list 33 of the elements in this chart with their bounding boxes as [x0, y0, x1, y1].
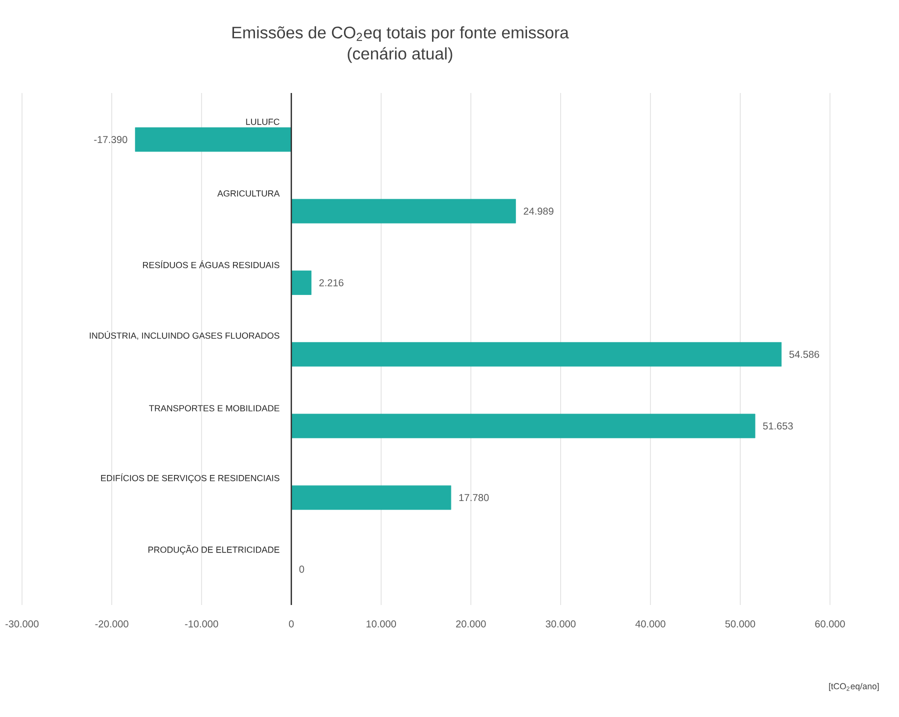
- data-label: 51.653: [763, 422, 793, 430]
- y-tick-label: LULUFC: [246, 118, 280, 125]
- x-tick-label: 40.000: [635, 620, 666, 628]
- bar: [291, 485, 452, 510]
- bar: [291, 342, 782, 367]
- y-tick-label: AGRICULTURA: [217, 190, 280, 197]
- x-tick-label: 20.000: [456, 620, 486, 628]
- chart-title: Emissões de CO$_{2}$eq totais por fonte emissora: [232, 26, 569, 42]
- data-label: -17.390: [94, 136, 128, 144]
- data-label: 0: [299, 566, 304, 573]
- data-label: 17.780: [459, 494, 489, 502]
- chart-subtitle: (cenário atual): [348, 47, 452, 63]
- y-tick-label: INDÚSTRIA, INCLUINDO GASES FLUORADOS: [90, 331, 280, 340]
- bar: [135, 127, 292, 152]
- bar: [291, 414, 756, 438]
- x-tick-label: -10.000: [185, 620, 218, 628]
- bar: [291, 270, 312, 295]
- x-tick-label: 0: [288, 620, 294, 628]
- data-label: 2.216: [319, 279, 344, 286]
- y-tick-label: PRODUÇÃO DE ELETRICIDADE: [148, 544, 280, 555]
- y-tick-label: TRANSPORTES E MOBILIDADE: [149, 405, 280, 412]
- data-label: 54.586: [789, 350, 820, 358]
- y-tick-label: RESÍDUOS E ÁGUAS RESIDUAIS: [143, 260, 280, 268]
- y-tick-label: EDIFÍCIOS DE SERVIÇOS E RESIDENCIAIS: [101, 473, 280, 483]
- x-tick-label: -20.000: [95, 620, 128, 628]
- bar: [291, 198, 516, 224]
- x-tick-label: 60.000: [815, 620, 845, 628]
- data-label: 24.989: [524, 208, 554, 215]
- x-tick-label: -30.000: [5, 620, 39, 628]
- x-tick-label: 50.000: [725, 620, 756, 628]
- text: [tCO$_{2}$eq/ano]: [829, 682, 879, 692]
- x-tick-label: 10.000: [366, 620, 396, 628]
- x-tick-label: 30.000: [546, 620, 576, 628]
